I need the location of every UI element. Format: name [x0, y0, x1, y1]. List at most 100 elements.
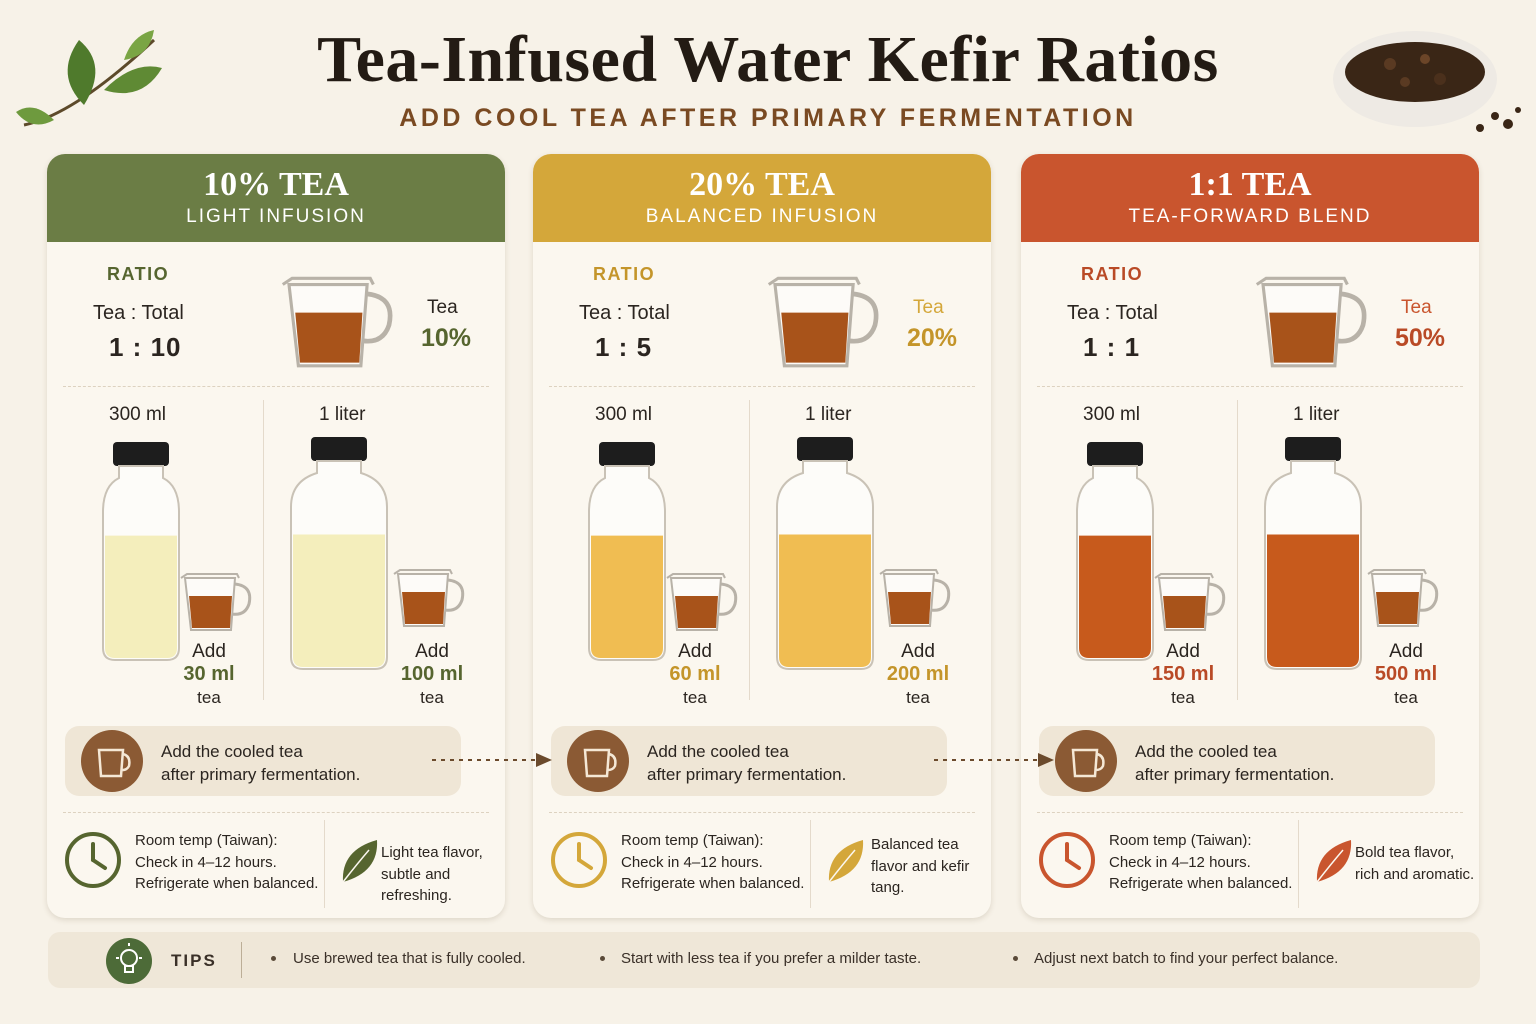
add-amount: 60 ml [669, 663, 721, 685]
ratio-sub-label: Tea : Total [1067, 302, 1158, 324]
divider [810, 820, 811, 908]
add-unit: tea [420, 688, 444, 707]
divider [1298, 820, 1299, 908]
step-line: after primary fermentation. [161, 765, 361, 784]
tips-label: TIPS [171, 951, 217, 970]
small-cup-icon [177, 570, 257, 634]
small-volume-label: 300 ml [595, 404, 653, 425]
timing-note: Room temp (Taiwan): Check in 4–12 hours.… [135, 830, 318, 895]
note-line: Refrigerate when balanced. [621, 875, 805, 892]
divider [63, 386, 489, 387]
page-title: Tea-Infused Water Kefir Ratios [317, 23, 1219, 96]
card-header: 10% TEA LIGHT INFUSION [47, 154, 505, 242]
small-cup-icon [390, 566, 470, 630]
timing-note: Room temp (Taiwan): Check in 4–12 hours.… [1109, 830, 1292, 895]
tip-item: Use brewed tea that is fully cooled. [293, 950, 526, 967]
ratio-card: 1:1 TEA TEA-FORWARD BLEND RATIO Tea : To… [1021, 154, 1479, 918]
large-volume-label: 1 liter [1293, 404, 1340, 425]
tip-item: Start with less tea if you prefer a mild… [621, 950, 922, 967]
large-volume-label: 1 liter [805, 404, 852, 425]
add-amount: 500 ml [1374, 663, 1438, 685]
ratio-value: 1 : 10 [109, 332, 182, 362]
ratio-label: RATIO [1081, 264, 1144, 284]
note-line: Refrigerate when balanced. [1109, 875, 1293, 892]
card-heading: 10% TEA [203, 166, 349, 203]
flavor-line: Balanced tea [871, 836, 959, 853]
large-add-note: Add 100 ml tea [387, 640, 477, 709]
small-cup-icon [1364, 566, 1444, 630]
small-volume-label: 300 ml [1083, 404, 1141, 425]
card-heading: 1:1 TEA [1188, 166, 1312, 203]
large-bottle [773, 437, 877, 678]
ratio-value: 1 : 1 [1083, 332, 1141, 362]
card-header: 20% TEA BALANCED INFUSION [533, 154, 991, 242]
small-bottle [1073, 442, 1157, 669]
leaf-icon [337, 836, 381, 886]
flavor-note: Light tea flavor, subtle and refreshing. [381, 842, 505, 907]
timing-note: Room temp (Taiwan): Check in 4–12 hours.… [621, 830, 804, 895]
flavor-note: Balanced tea flavor and kefir tang. [871, 834, 969, 899]
small-add-note: Add 150 ml tea [1138, 640, 1228, 709]
tea-percentage: 20% [907, 324, 958, 352]
add-unit: tea [197, 688, 221, 707]
ratio-card: 20% TEA BALANCED INFUSION RATIO Tea : To… [533, 154, 991, 918]
flavor-note: Bold tea flavor, rich and aromatic. [1355, 842, 1474, 885]
measuring-cup-icon [1243, 272, 1383, 372]
step-line: after primary fermentation. [1135, 765, 1335, 784]
add-amount: 150 ml [1151, 663, 1215, 685]
tips-divider [241, 942, 242, 978]
step-text: Add the cooled tea after primary ferment… [161, 740, 360, 786]
step-line: Add the cooled tea [1135, 742, 1277, 761]
divider [549, 386, 975, 387]
ratio-sub-label: Tea : Total [93, 302, 184, 324]
add-unit: tea [1394, 688, 1418, 707]
large-bottle [1261, 437, 1365, 678]
step-box: Add the cooled tea after primary ferment… [551, 726, 947, 796]
step-line: Add the cooled tea [647, 742, 789, 761]
bullet [271, 956, 276, 961]
add-unit: tea [906, 688, 930, 707]
page-subtitle: ADD COOL TEA AFTER PRIMARY FERMENTATION [399, 104, 1137, 132]
add-unit: tea [1171, 688, 1195, 707]
clock-icon [1037, 830, 1097, 890]
add-amount: 200 ml [886, 663, 950, 685]
small-cup-icon [663, 570, 743, 634]
tea-label: Tea [1401, 297, 1432, 318]
flow-arrow-2 [934, 753, 1054, 767]
add-amount: 30 ml [183, 663, 235, 685]
small-cup-icon [876, 566, 956, 630]
step-text: Add the cooled tea after primary ferment… [647, 740, 846, 786]
small-add-note: Add 60 ml tea [650, 640, 740, 709]
note-line: Refrigerate when balanced. [135, 875, 319, 892]
small-cup-icon [1151, 570, 1231, 634]
ratio-label: RATIO [107, 264, 170, 284]
small-bottle [99, 442, 183, 669]
measuring-cup-icon [269, 272, 409, 372]
ratio-label: RATIO [593, 264, 656, 284]
bullet [600, 956, 605, 961]
divider [1037, 812, 1463, 813]
tea-percentage: 50% [1395, 324, 1446, 352]
bullet [1013, 956, 1018, 961]
note-line: Room temp (Taiwan): [1109, 832, 1252, 849]
large-volume-label: 1 liter [319, 404, 366, 425]
divider [63, 812, 489, 813]
add-label: Add [1166, 641, 1200, 662]
tips-bar: TIPS Use brewed tea that is fully cooled… [48, 932, 1480, 988]
flavor-line: subtle and refreshing. [381, 865, 452, 905]
add-amount: 100 ml [400, 663, 464, 685]
small-bottle [585, 442, 669, 669]
divider [324, 820, 325, 908]
tip-item: Adjust next batch to find your perfect b… [1034, 950, 1339, 967]
dried-tea-bowl-icon [1333, 31, 1521, 132]
ratio-sub-label: Tea : Total [579, 302, 670, 324]
lightbulb-icon [106, 938, 152, 984]
tea-percentage: 10% [421, 324, 472, 352]
tea-leaf-icon [16, 30, 162, 127]
step-line: Add the cooled tea [161, 742, 303, 761]
pour-cup-icon [1055, 730, 1117, 792]
flavor-line: tang. [871, 879, 905, 896]
divider [1237, 400, 1238, 700]
flavor-line: rich and aromatic. [1355, 865, 1475, 883]
divider [1037, 386, 1463, 387]
